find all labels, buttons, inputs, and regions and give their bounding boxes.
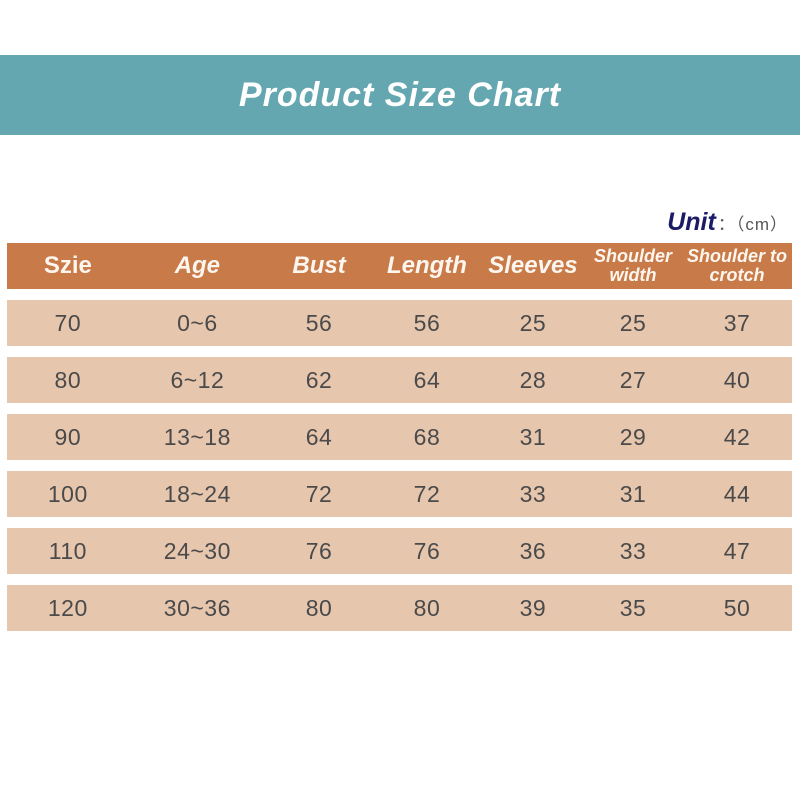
table-cell: 33	[519, 480, 547, 507]
table-cell: 29	[619, 423, 647, 450]
table-cell: 44	[723, 480, 751, 507]
table-cell: 30~36	[163, 594, 231, 621]
column-header-age: Age	[174, 252, 221, 279]
table-cell: 28	[519, 366, 547, 393]
column-header-szie: Szie	[43, 252, 92, 279]
table-cell: 13~18	[163, 423, 231, 450]
table-cell: 76	[413, 537, 441, 564]
table-cell: 31	[519, 423, 547, 450]
table-cell: 6~12	[170, 366, 225, 393]
table-row: 90 13~18 64 68 31 29 42	[7, 414, 792, 460]
table-cell: 25	[519, 309, 547, 336]
table-cell: 37	[723, 309, 751, 336]
table-cell: 110	[48, 537, 87, 564]
unit-label: Unit	[667, 208, 716, 236]
table-cell: 40	[723, 366, 751, 393]
table-cell: 35	[619, 594, 647, 621]
table-cell: 39	[519, 594, 547, 621]
table-cell: 64	[413, 366, 441, 393]
table-cell: 90	[54, 423, 82, 450]
table-cell: 56	[413, 309, 441, 336]
title-banner: Product Size Chart	[0, 55, 800, 135]
column-header-shoulder-width: Shoulder width	[594, 245, 673, 285]
table-cell: 100	[47, 480, 88, 507]
table-row: 80 6~12 62 64 28 27 40	[7, 357, 792, 403]
table-cell: 80	[413, 594, 441, 621]
unit-suffix: ：（cm）	[717, 215, 788, 234]
table-cell: 24~30	[163, 537, 231, 564]
table-cell: 0~6	[177, 309, 218, 336]
column-header-length: Length	[386, 252, 467, 279]
unit-note: Unit ：（cm）	[667, 208, 788, 237]
table-cell: 33	[619, 537, 647, 564]
table-cell: 18~24	[163, 480, 231, 507]
table-cell: 76	[305, 537, 333, 564]
table-cell: 27	[619, 366, 647, 393]
table-row: 110 24~30 76 76 36 33 47	[7, 528, 792, 574]
table-cell: 36	[519, 537, 547, 564]
table-cell: 64	[305, 423, 333, 450]
column-header-sleeves: Sleeves	[488, 252, 578, 279]
table-cell: 25	[619, 309, 647, 336]
table-cell: 68	[413, 423, 441, 450]
table-cell: 70	[54, 309, 82, 336]
table-row: 70 0~6 56 56 25 25 37	[7, 300, 792, 346]
table-cell: 80	[54, 366, 82, 393]
column-header-shoulder-to-crotch: Shoulder to crotch	[687, 245, 788, 285]
table-row: 120 30~36 80 80 39 35 50	[7, 585, 792, 631]
table-cell: 80	[305, 594, 333, 621]
table-cell: 31	[619, 480, 647, 507]
column-header-bust: Bust	[292, 252, 346, 279]
table-cell: 72	[413, 480, 441, 507]
table-header-row: Szie Age Bust Length Sleeves Shoulder width Sh…	[7, 243, 792, 289]
table-cell: 56	[305, 309, 333, 336]
table-cell: 62	[305, 366, 333, 393]
table-cell: 120	[47, 594, 88, 621]
table-cell: 72	[305, 480, 333, 507]
table-cell: 47	[723, 537, 751, 564]
table-row: 100 18~24 72 72 33 31 44	[7, 471, 792, 517]
page-title: Product Size Chart	[238, 75, 562, 114]
table-cell: 50	[723, 594, 751, 621]
size-table: Szie Age Bust Length Sleeves Shoulder width Sh…	[7, 243, 792, 631]
table-cell: 42	[723, 423, 751, 450]
